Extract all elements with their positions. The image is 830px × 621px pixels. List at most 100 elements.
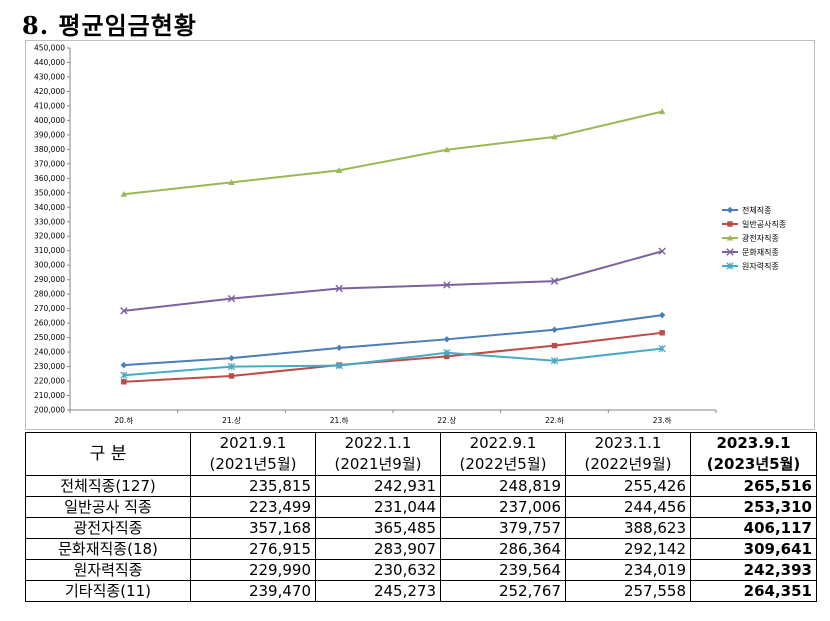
data-point [120,371,128,379]
table-cell: 265,516 [690,475,817,497]
table-cell: 255,426 [565,475,691,497]
y-tick-label: 260,000 [34,319,65,328]
data-point [228,354,235,362]
y-tick-label: 270,000 [34,304,65,313]
table-row: 기타직종(11) 239,470 245,273 252,767 257,558… [25,580,817,602]
data-point [121,379,127,385]
data-point [228,179,235,185]
column-sub: (2021년5월) [209,455,297,473]
table-cell: 388,623 [565,517,691,539]
y-tick-label: 280,000 [34,290,65,299]
data-point [227,294,236,303]
table-row: 전체직종(127) 235,815 242,931 248,819 255,42… [25,475,817,497]
column-date: 2022.1.1 [344,434,412,452]
data-point [120,307,128,315]
data-point [444,353,450,360]
data-point [120,361,128,369]
y-tick-label: 220,000 [34,377,65,386]
table-cell: 365,485 [315,517,441,539]
data-point [335,284,343,293]
table-row: 일반공사 직종 223,499 231,044 237,006 244,456 … [25,496,817,518]
y-tick-label: 340,000 [34,203,65,212]
table-cell: 283,907 [315,538,441,560]
table-cell: 239,470 [190,580,316,602]
data-point [659,330,665,336]
table-cell: 230,632 [315,559,441,581]
column-sub: (2023년5월) [706,455,801,473]
y-tick-label: 370,000 [34,159,65,168]
x-tick-label: 23.하 [653,415,672,425]
y-tick-label: 390,000 [34,130,65,139]
y-tick-label: 210,000 [34,391,65,400]
data-point [550,277,559,285]
column-header: 2023.9.1 (2023년5월) [690,432,817,476]
y-tick-label: 200,000 [34,406,65,415]
data-point [550,357,559,365]
table-cell: 264,351 [690,580,817,602]
x-tick-label: 20.하 [114,415,133,425]
series-line [123,331,663,383]
y-tick-label: 410,000 [34,101,65,110]
x-tick-label: 22.상 [437,415,456,425]
legend-label: 원자력직종 [742,261,779,271]
page-title: 8. 평균임금현황 [22,11,197,40]
data-point [443,349,451,357]
column-date: 2021.9.1 [219,434,287,452]
table-cell: 245,273 [315,580,441,602]
column-header: 2021.9.1 (2021년5월) [190,432,316,476]
table-cell: 239,564 [440,559,566,581]
x-tick-label: 22.하 [545,415,564,425]
y-tick-label: 230,000 [34,362,65,371]
table-header-row: 구 분 2021.9.1 (2021년5월) 2022.1.1 (2021년9월) … [25,432,817,476]
table-cell: 229,990 [190,559,316,581]
table-cell: 235,815 [190,475,316,497]
table-cell: 242,931 [315,475,441,497]
column-header: 2022.9.1 (2022년5월) [440,432,566,476]
table-cell: 309,641 [690,538,817,560]
row-label: 기타직종(11) [25,580,191,602]
table-cell: 286,364 [440,538,566,560]
table-cell: 234,019 [565,559,691,581]
y-tick-label: 240,000 [34,348,65,357]
data-point [228,373,235,379]
data-point [551,326,558,333]
series-line [123,314,663,367]
chart-svg: 200,000 210,000 220,000 230,000 240,000 250,0… [34,44,786,426]
data-point [551,133,558,140]
table-cell: 253,310 [690,496,817,518]
data-point [443,336,451,343]
table-row: 문화재직종(18) 276,915 283,907 286,364 292,14… [25,538,817,560]
table-cell: 379,757 [440,517,566,539]
table-cell: 237,006 [440,496,566,518]
table-cell: 257,558 [565,580,691,602]
table-cell: 244,456 [565,496,691,518]
legend-label: 전체직종 [742,205,771,215]
legend-marker [726,262,734,270]
table-cell: 406,117 [690,517,817,539]
y-tick-label: 380,000 [34,145,65,154]
wage-table: 구 분 2021.9.1 (2021년5월) 2022.1.1 (2021년9월) … [25,432,817,602]
column-date: 2023.1.1 [594,434,662,452]
data-point [658,344,666,353]
y-tick-label: 430,000 [34,72,65,81]
data-point [227,362,236,371]
column-date: 2022.9.1 [469,434,537,452]
data-point [443,146,451,153]
y-tick-label: 420,000 [34,87,65,96]
column-date: 2023.9.1 [716,434,791,452]
x-tick-label: 21.상 [222,415,241,425]
line-chart: 200,000 210,000 220,000 230,000 240,000 250,0… [25,40,815,430]
y-tick-label: 310,000 [34,246,65,255]
table-cell: 223,499 [190,496,316,518]
column-sub: (2022년9월) [584,455,672,473]
legend-marker [727,221,733,227]
data-point [443,281,451,289]
data-point [335,344,343,352]
row-label: 광전자직종 [25,517,191,539]
column-sub: (2021년9월) [334,455,422,473]
table-row: 광전자직종 357,168 365,485 379,757 388,623 40… [25,517,817,539]
legend-marker [726,234,734,241]
series-line [123,110,663,196]
series-line [123,347,663,377]
data-point [658,108,666,115]
